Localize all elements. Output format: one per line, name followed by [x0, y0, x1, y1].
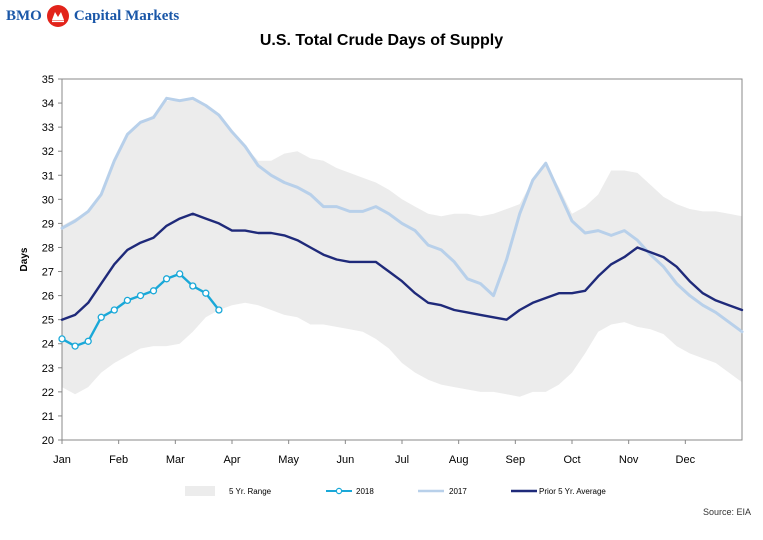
x-tick-label: Jun [336, 454, 354, 466]
y-tick-label: 27 [42, 267, 54, 279]
legend-label-2017: 2017 [449, 486, 467, 496]
y-tick-label: 21 [42, 411, 54, 423]
series-point-2018 [110, 306, 118, 314]
legend-item-2018: 2018 [326, 486, 374, 496]
x-tick-label: Mar [166, 454, 185, 466]
y-tick-label: 34 [42, 98, 54, 110]
series-point-2018 [123, 296, 132, 305]
y-axis-title: Days [19, 247, 30, 271]
series-point-2018 [202, 289, 210, 297]
series-point-2018 [58, 335, 66, 343]
logo-right-text: Capital Markets [73, 7, 180, 24]
legend-item-avg: Prior 5 Yr. Average [511, 486, 606, 496]
chart-legend: 5 Yr. Range 2018 2017 Prior 5 Yr. Averag… [0, 486, 763, 500]
series-line-prior-5-yr-average [60, 212, 744, 321]
chart-title: U.S. Total Crude Days of Supply [259, 32, 504, 49]
series-point-2018 [176, 270, 184, 278]
x-tick-label: May [278, 454, 299, 466]
bmo-roundel-icon [46, 5, 69, 27]
legend-swatch-range-icon [185, 486, 215, 496]
series-point-2018 [71, 342, 79, 350]
legend-label-2018: 2018 [356, 486, 374, 496]
x-tick-label: Sep [506, 454, 526, 466]
x-tick-label: Jan [53, 454, 71, 466]
legend-item-2017: 2017 [418, 486, 467, 496]
y-tick-label: 30 [42, 194, 54, 206]
logo-left-text: BMO [6, 7, 42, 24]
y-tick-label: 28 [42, 242, 54, 254]
series-point-2018 [162, 275, 171, 283]
series-point-2018 [215, 306, 223, 314]
series-point-2018 [97, 313, 105, 321]
series-line-2017 [60, 96, 744, 334]
range-band [62, 98, 742, 397]
y-tick-label: 29 [42, 218, 54, 230]
y-tick-label: 25 [42, 315, 54, 327]
source-note: Source: EIA [702, 507, 751, 517]
y-tick-label: 23 [42, 363, 54, 375]
legend-swatch-2018-icon [326, 487, 352, 495]
series-point-2018 [84, 337, 92, 345]
y-tick-label: 33 [42, 122, 54, 134]
y-tick-label: 32 [42, 146, 54, 158]
x-tick-label: Apr [223, 454, 240, 466]
x-tick-label: Nov [619, 454, 639, 466]
x-tick-label: Oct [563, 454, 580, 466]
x-tick-label: Jul [395, 454, 409, 466]
y-tick-label: 26 [42, 291, 54, 303]
legend-item-range: 5 Yr. Range [185, 486, 271, 496]
series-point-2018 [149, 287, 158, 295]
y-tick-label: 22 [42, 387, 54, 399]
legend-swatch-2017-icon [418, 489, 444, 493]
series-point-2018 [189, 282, 197, 290]
y-tick-label: 31 [42, 170, 54, 182]
y-tick-label: 35 [42, 74, 54, 86]
series-point-2018 [136, 291, 145, 300]
x-tick-label: Feb [109, 454, 128, 466]
x-tick-label: Aug [449, 454, 469, 466]
y-tick-label: 24 [42, 339, 54, 351]
bmo-logo: BMO Capital Markets [6, 4, 179, 28]
x-tick-label: Dec [676, 454, 696, 466]
legend-label-range: 5 Yr. Range [229, 486, 272, 496]
legend-swatch-avg-icon [511, 489, 537, 493]
legend-label-avg: Prior 5 Yr. Average [539, 486, 606, 496]
y-tick-label: 20 [42, 435, 54, 447]
